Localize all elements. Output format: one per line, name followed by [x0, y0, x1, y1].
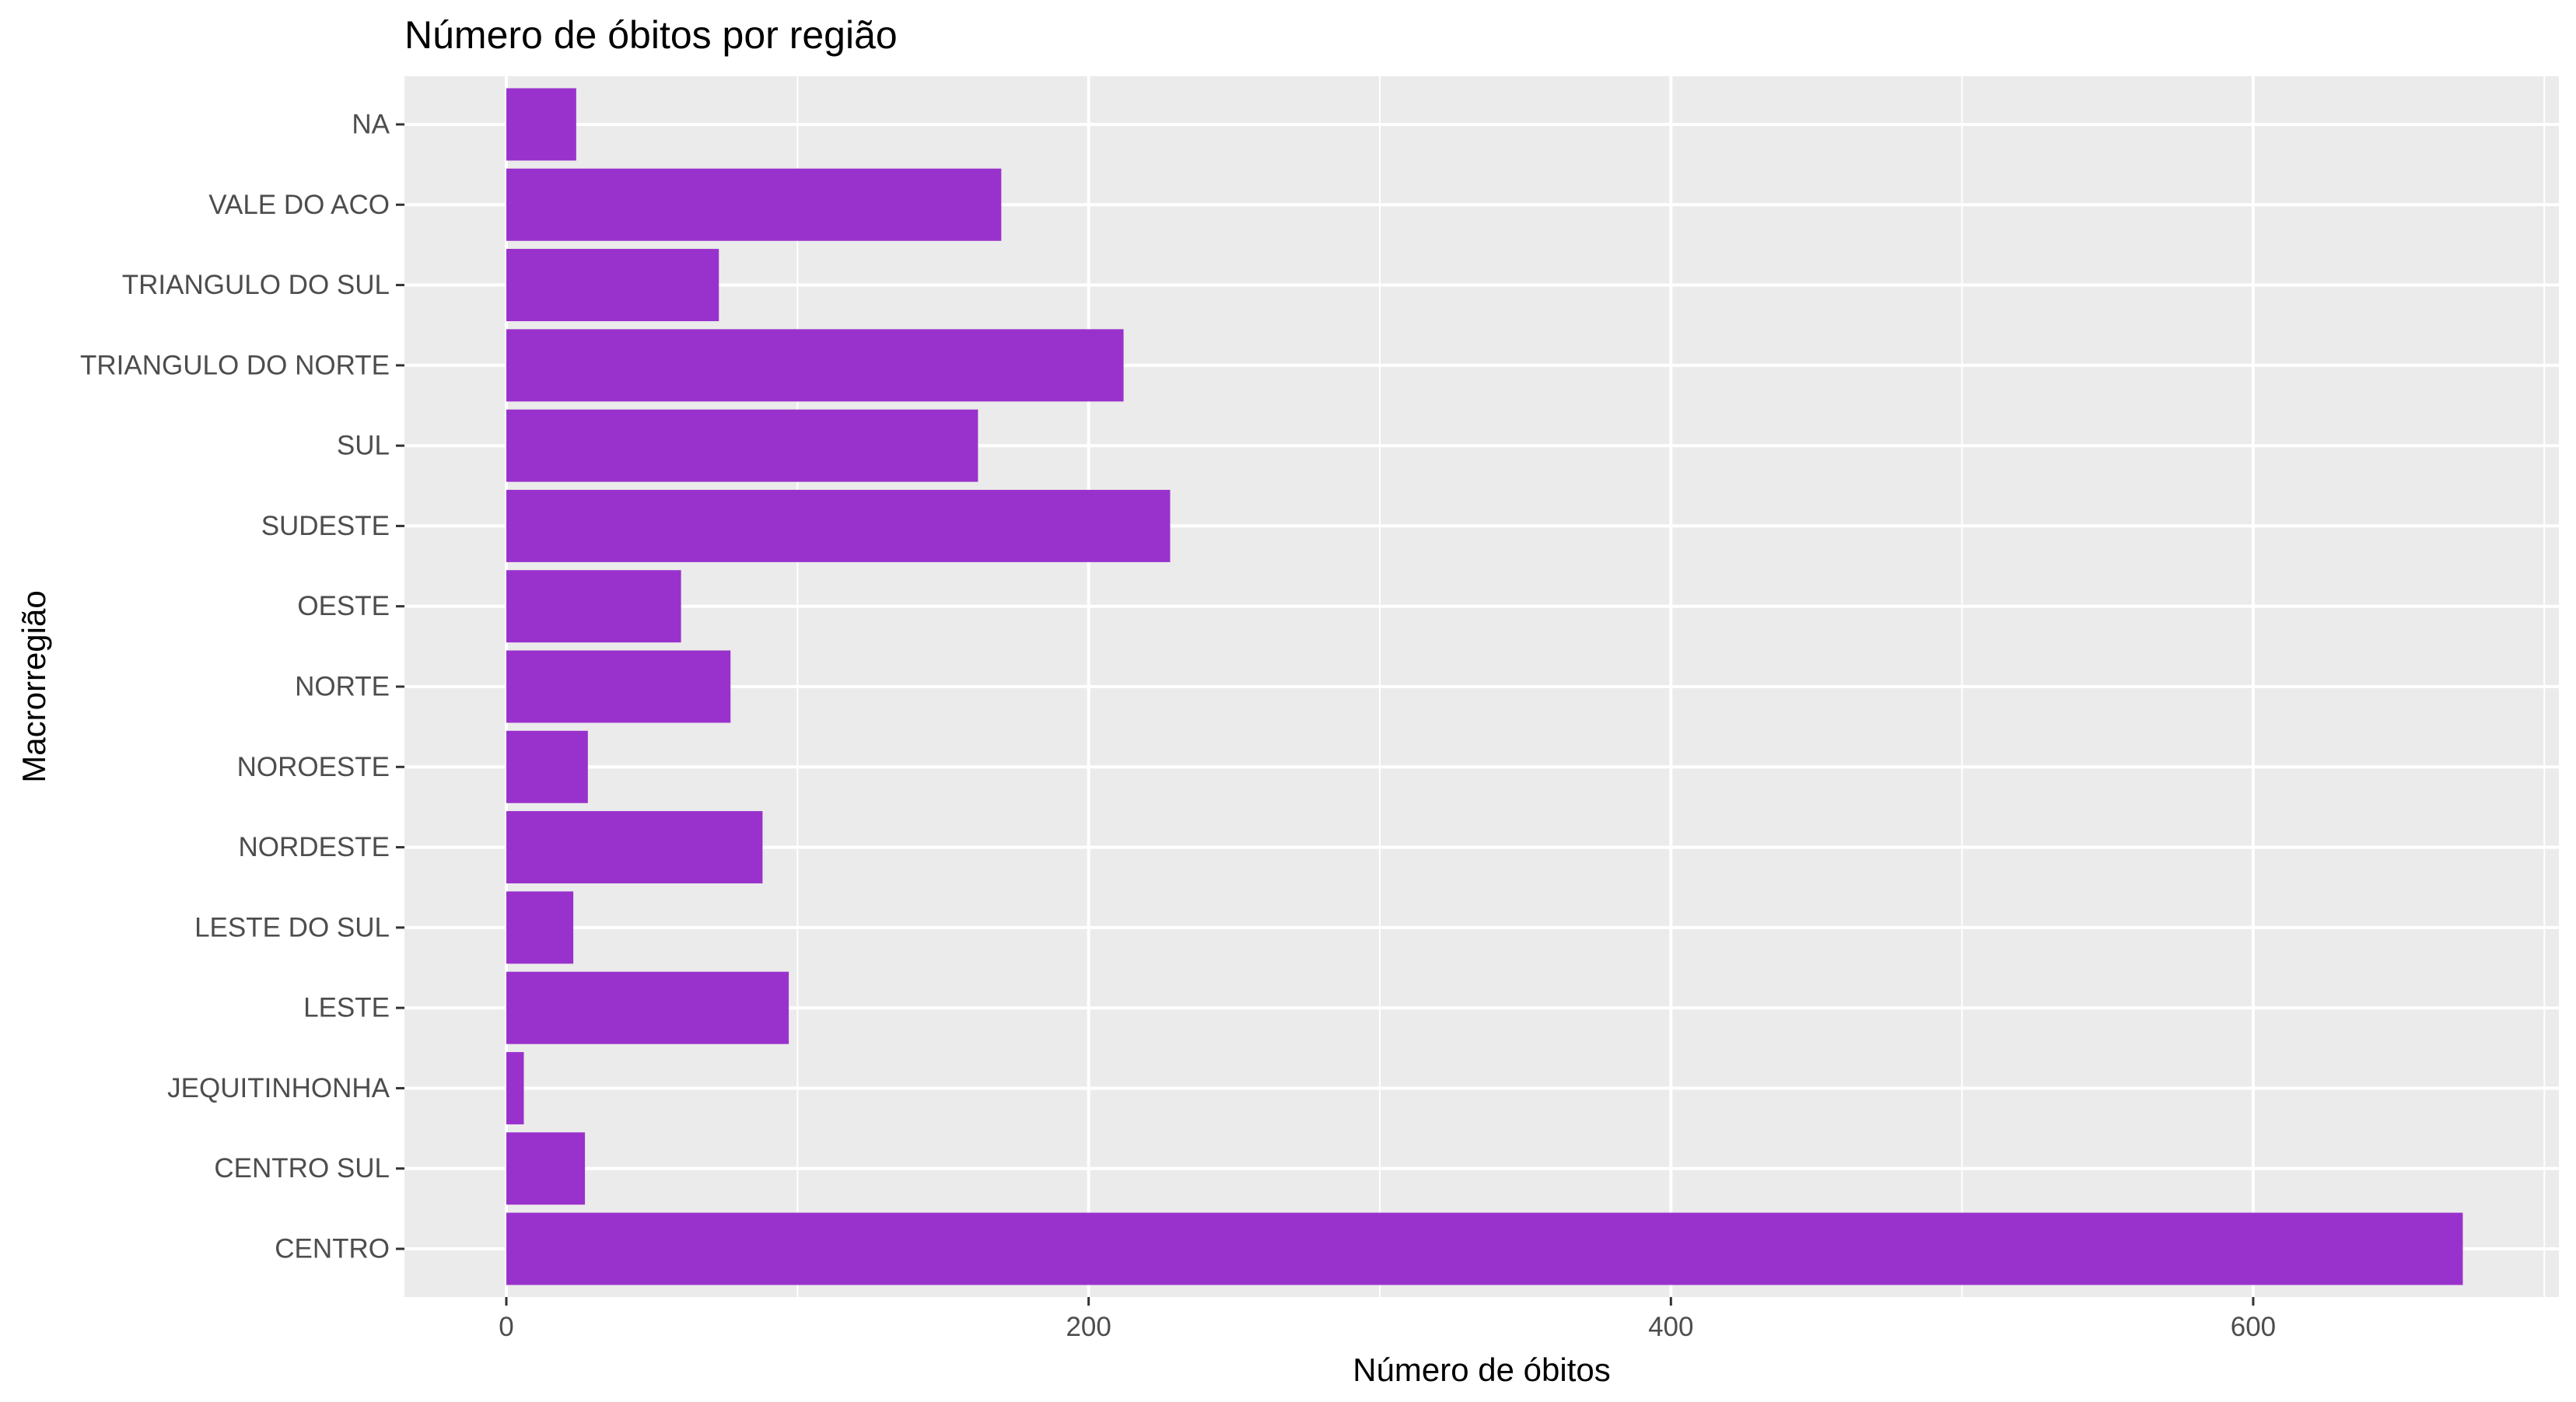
bar-sudeste: [506, 489, 1171, 562]
bar-noroeste: [506, 730, 588, 803]
x-tick-label: 0: [499, 1312, 513, 1342]
y-tick-label: VALE DO ACO: [208, 190, 390, 220]
bars: [506, 88, 2463, 1285]
y-axis-title: Macrorregião: [16, 590, 52, 782]
bar-leste: [506, 971, 789, 1044]
x-tick-label: 200: [1066, 1312, 1111, 1342]
y-tick-label: NA: [352, 109, 390, 139]
y-tick-label: TRIANGULO DO SUL: [122, 270, 390, 300]
y-tick-label: JEQUITINHONHA: [167, 1073, 390, 1103]
y-tick-label: CENTRO SUL: [214, 1153, 390, 1183]
y-tick-label: NORTE: [295, 672, 390, 702]
bar-vale-do-aco: [506, 168, 1002, 241]
bar-sul: [506, 409, 978, 482]
y-tick-label: NOROESTE: [237, 752, 390, 782]
y-tick-label: NORDESTE: [239, 832, 390, 862]
bar-na: [506, 88, 576, 161]
x-tick-label: 600: [2231, 1312, 2276, 1342]
y-tick-label: LESTE: [303, 993, 390, 1023]
y-tick-label: SUDESTE: [261, 511, 390, 541]
bar-norte: [506, 650, 731, 723]
bar-nordeste: [506, 811, 763, 884]
y-tick-label: TRIANGULO DO NORTE: [80, 350, 390, 380]
bar-oeste: [506, 570, 681, 643]
bar-centro-sul: [506, 1132, 586, 1205]
x-tick-label: 400: [1648, 1312, 1693, 1342]
bar-triangulo-do-sul: [506, 249, 719, 322]
y-tick-label: LESTE DO SUL: [194, 912, 390, 942]
y-tick-label: SUL: [337, 431, 390, 461]
y-axis: CENTRO CENTRO SUL JEQUITINHONHA LESTE LESTE …: [80, 109, 404, 1264]
bar-centro: [506, 1212, 2463, 1285]
bar-leste-do-sul: [506, 891, 574, 964]
chart-title: Número de óbitos por região: [404, 13, 898, 57]
y-tick-label: CENTRO: [275, 1234, 390, 1264]
x-axis-title: Número de óbitos: [1353, 1351, 1611, 1388]
y-tick-label: OESTE: [297, 591, 390, 621]
bar-triangulo-do-norte: [506, 329, 1124, 402]
bar-jequitinhonha: [506, 1051, 524, 1124]
x-axis: 0 200 400 600: [499, 1297, 2276, 1342]
